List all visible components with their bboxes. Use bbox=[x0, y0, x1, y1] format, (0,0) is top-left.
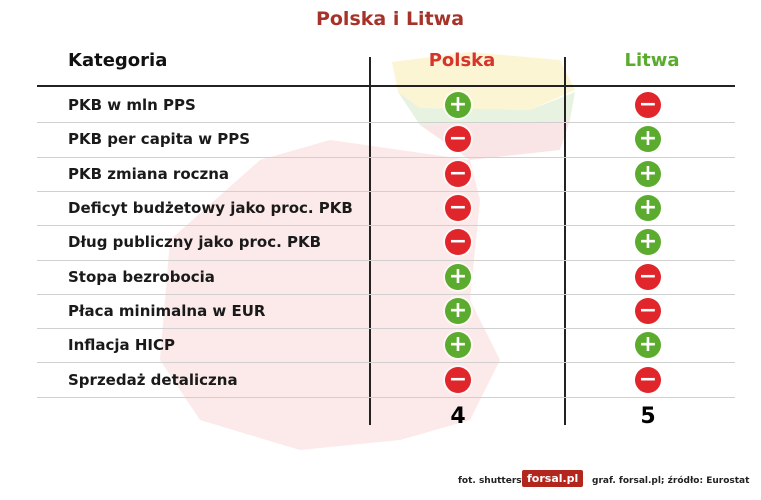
row-rule bbox=[37, 190, 735, 192]
logo: forsal.pl bbox=[522, 470, 584, 487]
status-icon: − bbox=[445, 160, 471, 187]
status-icon: + bbox=[635, 126, 661, 153]
category-label: Deficyt budżetowy jako proc. PKB bbox=[68, 199, 353, 218]
status-icon: − bbox=[635, 92, 661, 119]
source-credit: graf. forsal.pl; źródło: Eurostat bbox=[592, 476, 750, 486]
status-icon: − bbox=[445, 195, 471, 222]
category-label: Inflacja HICP bbox=[68, 336, 176, 355]
status-icon: + bbox=[635, 195, 661, 222]
total: 5 bbox=[640, 404, 656, 429]
status-icon: + bbox=[635, 332, 661, 359]
category-label: PKB w mln PPS bbox=[68, 96, 196, 115]
status-icon: + bbox=[445, 263, 471, 290]
column-header: Kategoria bbox=[68, 50, 168, 71]
column-header: Litwa bbox=[624, 50, 680, 71]
category-label: Stopa bezrobocia bbox=[68, 267, 215, 286]
status-icon: + bbox=[445, 92, 471, 119]
row-rule bbox=[37, 122, 735, 124]
status-icon: + bbox=[445, 332, 471, 359]
column-divider bbox=[369, 57, 371, 425]
row-rule bbox=[37, 396, 735, 398]
status-icon: − bbox=[445, 229, 471, 256]
status-icon: − bbox=[445, 126, 471, 153]
status-icon: − bbox=[635, 263, 661, 290]
row-rule bbox=[37, 225, 735, 227]
status-icon: + bbox=[635, 229, 661, 256]
photo-credit: fot. shutterstock bbox=[458, 476, 544, 486]
status-icon: − bbox=[445, 366, 471, 393]
category-label: PKB per capita w PPS bbox=[68, 130, 251, 149]
total: 4 bbox=[450, 404, 466, 429]
row-rule bbox=[37, 259, 735, 261]
status-icon: − bbox=[635, 297, 661, 324]
status-icon: − bbox=[635, 366, 661, 393]
status-icon: + bbox=[445, 297, 471, 324]
header-rule bbox=[37, 85, 735, 87]
row-rule bbox=[37, 156, 735, 158]
status-icon: + bbox=[635, 160, 661, 187]
category-label: PKB zmiana roczna bbox=[68, 164, 230, 183]
row-rule bbox=[37, 362, 735, 364]
title: Polska i Litwa bbox=[315, 8, 465, 30]
row-rule bbox=[37, 328, 735, 330]
category-label: Sprzedaż detaliczna bbox=[68, 370, 238, 389]
category-label: Dług publiczny jako proc. PKB bbox=[68, 233, 322, 252]
column-header: Polska bbox=[428, 50, 496, 71]
category-label: Płaca minimalna w EUR bbox=[68, 301, 266, 320]
row-rule bbox=[37, 293, 735, 295]
column-divider bbox=[564, 57, 566, 425]
